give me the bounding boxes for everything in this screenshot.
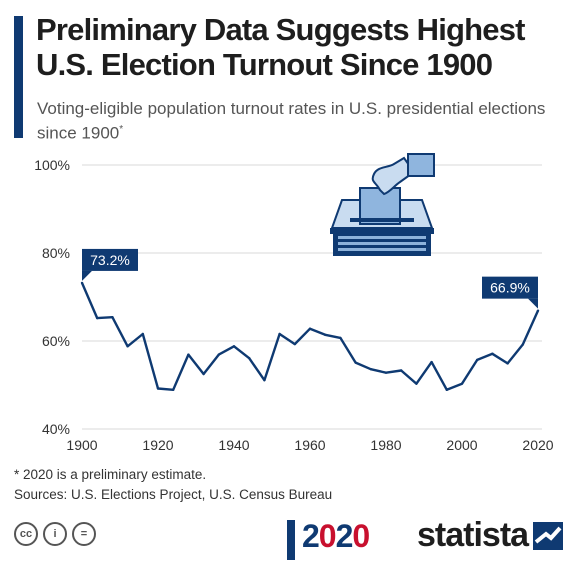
data-point bbox=[111, 316, 114, 319]
data-point bbox=[384, 371, 388, 374]
data-point bbox=[460, 382, 464, 385]
ballot-box-icon bbox=[330, 153, 435, 256]
x-tick-label: 1940 bbox=[218, 437, 249, 453]
data-point bbox=[263, 378, 266, 382]
grid-layer bbox=[82, 164, 542, 430]
turnout-series-line bbox=[80, 282, 540, 391]
data-point bbox=[308, 327, 312, 330]
data-point bbox=[354, 361, 357, 364]
data-point bbox=[445, 388, 448, 392]
statista-logo-text[interactable]: statista bbox=[417, 516, 529, 554]
x-tick-label: 1920 bbox=[142, 437, 173, 453]
annotation-box bbox=[82, 248, 138, 271]
data-points-layer bbox=[80, 281, 540, 392]
data-point bbox=[339, 336, 342, 340]
data-point bbox=[400, 369, 403, 372]
license-icons: cc i = bbox=[14, 522, 96, 546]
y-tick-label: 80% bbox=[42, 245, 70, 261]
data-point bbox=[506, 362, 509, 365]
annotation-label: 73.2% bbox=[90, 252, 130, 268]
annotation-pointer bbox=[528, 298, 538, 309]
annotation-pointer bbox=[82, 270, 92, 281]
tick-label-layer: 40% 60% 80% 100% 1900 1920 1940 1960 1980 2000 202… bbox=[34, 157, 554, 453]
data-point bbox=[476, 358, 479, 362]
cc-icon[interactable]: cc bbox=[14, 522, 38, 546]
data-point bbox=[415, 382, 418, 385]
election-logo-digit: 0 bbox=[352, 518, 370, 554]
footnote: * 2020 is a preliminary estimate. bbox=[14, 467, 207, 482]
data-point bbox=[156, 387, 160, 390]
subtitle-text: Voting-eligible population turnout rates… bbox=[37, 99, 546, 143]
data-point bbox=[248, 356, 251, 360]
data-point bbox=[80, 281, 84, 285]
annotation-layer: 73.2% 66.9% bbox=[82, 248, 538, 309]
election-logo-digit: 2 bbox=[302, 518, 320, 554]
data-point bbox=[369, 367, 372, 371]
data-point bbox=[187, 353, 190, 356]
statista-logo-icon[interactable] bbox=[533, 522, 563, 550]
y-tick-label: 40% bbox=[42, 421, 70, 437]
data-point bbox=[491, 352, 494, 355]
data-point bbox=[141, 332, 144, 336]
data-point bbox=[536, 309, 540, 312]
no-derivatives-icon[interactable]: = bbox=[72, 522, 96, 546]
attribution-icon[interactable]: i bbox=[43, 522, 67, 546]
x-tick-label: 1900 bbox=[66, 437, 97, 453]
election-logo-digit: 2 bbox=[335, 518, 354, 554]
election-logo-bar bbox=[287, 520, 295, 560]
x-tick-label: 1980 bbox=[370, 437, 401, 453]
chart-title: Preliminary Data Suggests Highest U.S. E… bbox=[36, 12, 526, 82]
sources: Sources: U.S. Elections Project, U.S. Ce… bbox=[14, 487, 333, 502]
data-point bbox=[521, 343, 524, 346]
data-point bbox=[217, 353, 220, 356]
data-point bbox=[96, 316, 99, 320]
data-point bbox=[172, 388, 175, 392]
election-2020-logo: 2020 bbox=[302, 518, 370, 554]
x-tick-label: 2020 bbox=[522, 437, 553, 453]
data-point bbox=[324, 333, 327, 337]
subtitle-footnote-marker: * bbox=[119, 124, 124, 135]
chart-subtitle: Voting-eligible population turnout rates… bbox=[37, 98, 567, 144]
annotation-label: 66.9% bbox=[490, 280, 530, 296]
data-point bbox=[293, 342, 296, 346]
annotation-box bbox=[482, 276, 538, 299]
data-point bbox=[232, 345, 236, 348]
y-tick-label: 60% bbox=[42, 333, 70, 349]
data-point bbox=[126, 345, 129, 348]
x-tick-label: 1960 bbox=[294, 437, 325, 453]
data-point bbox=[202, 372, 205, 376]
y-tick-label: 100% bbox=[34, 157, 70, 173]
title-accent-bar bbox=[14, 16, 23, 138]
election-logo-digit: 0 bbox=[318, 518, 337, 554]
x-tick-label: 2000 bbox=[446, 437, 477, 453]
data-point bbox=[430, 360, 433, 364]
turnout-line-chart: 40% 60% 80% 100% 1900 1920 1940 1960 1980 2000 202… bbox=[34, 153, 554, 453]
data-point bbox=[278, 332, 281, 336]
